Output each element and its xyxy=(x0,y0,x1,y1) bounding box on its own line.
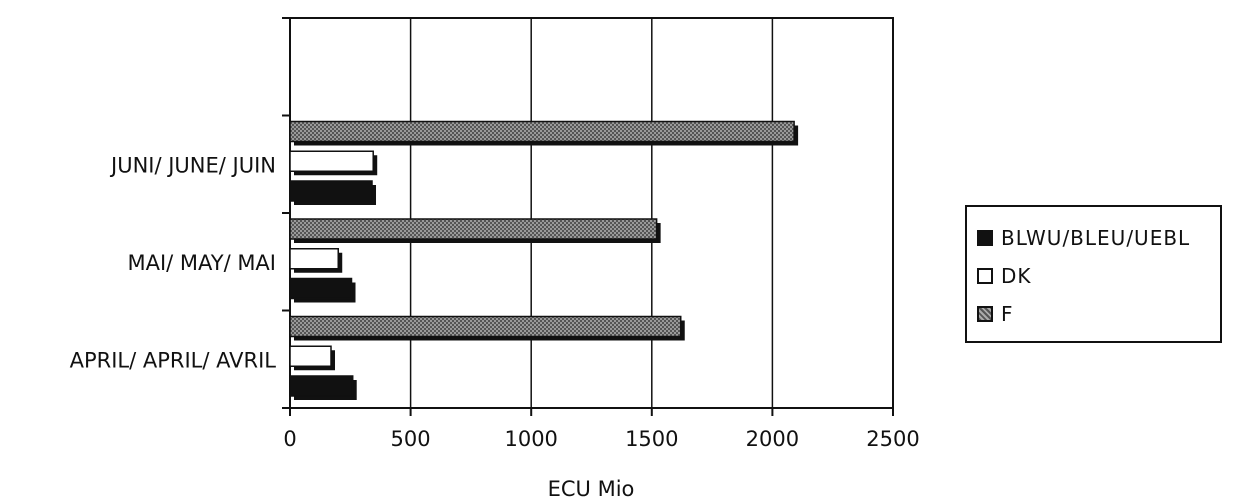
bar-f xyxy=(289,218,658,240)
legend-item-dk: DK xyxy=(977,257,1220,295)
legend-label-dk: DK xyxy=(1001,264,1032,288)
y-axis-categories: JUNI/ JUNE/ JUIN MAI/ MAY/ MAI APRIL/ APRI… xyxy=(70,17,290,409)
legend-item-blwu: BLWU/BLEU/UEBL xyxy=(977,219,1220,257)
y-category-label: APRIL/ APRIL/ AVRIL xyxy=(70,348,277,372)
legend-label-f: F xyxy=(1001,302,1014,326)
y-category-label: JUNI/ JUNE/ JUIN xyxy=(109,153,276,177)
y-category-label: MAI/ MAY/ MAI xyxy=(127,251,276,275)
x-tick-label: 2000 xyxy=(746,427,799,451)
x-tick-label: 500 xyxy=(391,427,431,451)
legend: BLWU/BLEU/UEBL DK F xyxy=(965,205,1222,343)
bar-blwu xyxy=(289,375,354,397)
legend-swatch-blwu xyxy=(977,230,993,246)
legend-item-f: F xyxy=(977,295,1220,333)
x-tick-label: 0 xyxy=(283,427,296,451)
x-axis-title: ECU Mio xyxy=(548,477,635,501)
bar-f xyxy=(289,315,682,338)
bar-dk xyxy=(289,150,374,172)
bar-dk xyxy=(289,248,339,270)
plot-area xyxy=(289,17,894,409)
gridlines xyxy=(409,18,774,408)
x-tick-label: 1000 xyxy=(504,427,557,451)
bar-blwu xyxy=(289,277,353,300)
bars xyxy=(289,120,799,400)
legend-label-blwu: BLWU/BLEU/UEBL xyxy=(1001,226,1191,250)
bar-dk xyxy=(289,345,332,367)
legend-swatch-f xyxy=(977,306,993,322)
x-tick-label: 1500 xyxy=(625,427,678,451)
x-axis-ticks: 0 500 1000 1500 2000 2500 xyxy=(283,408,920,451)
legend-swatch-dk xyxy=(977,268,993,284)
x-tick-label: 2500 xyxy=(866,427,919,451)
bar-f xyxy=(289,120,795,143)
bar-blwu xyxy=(289,180,373,202)
